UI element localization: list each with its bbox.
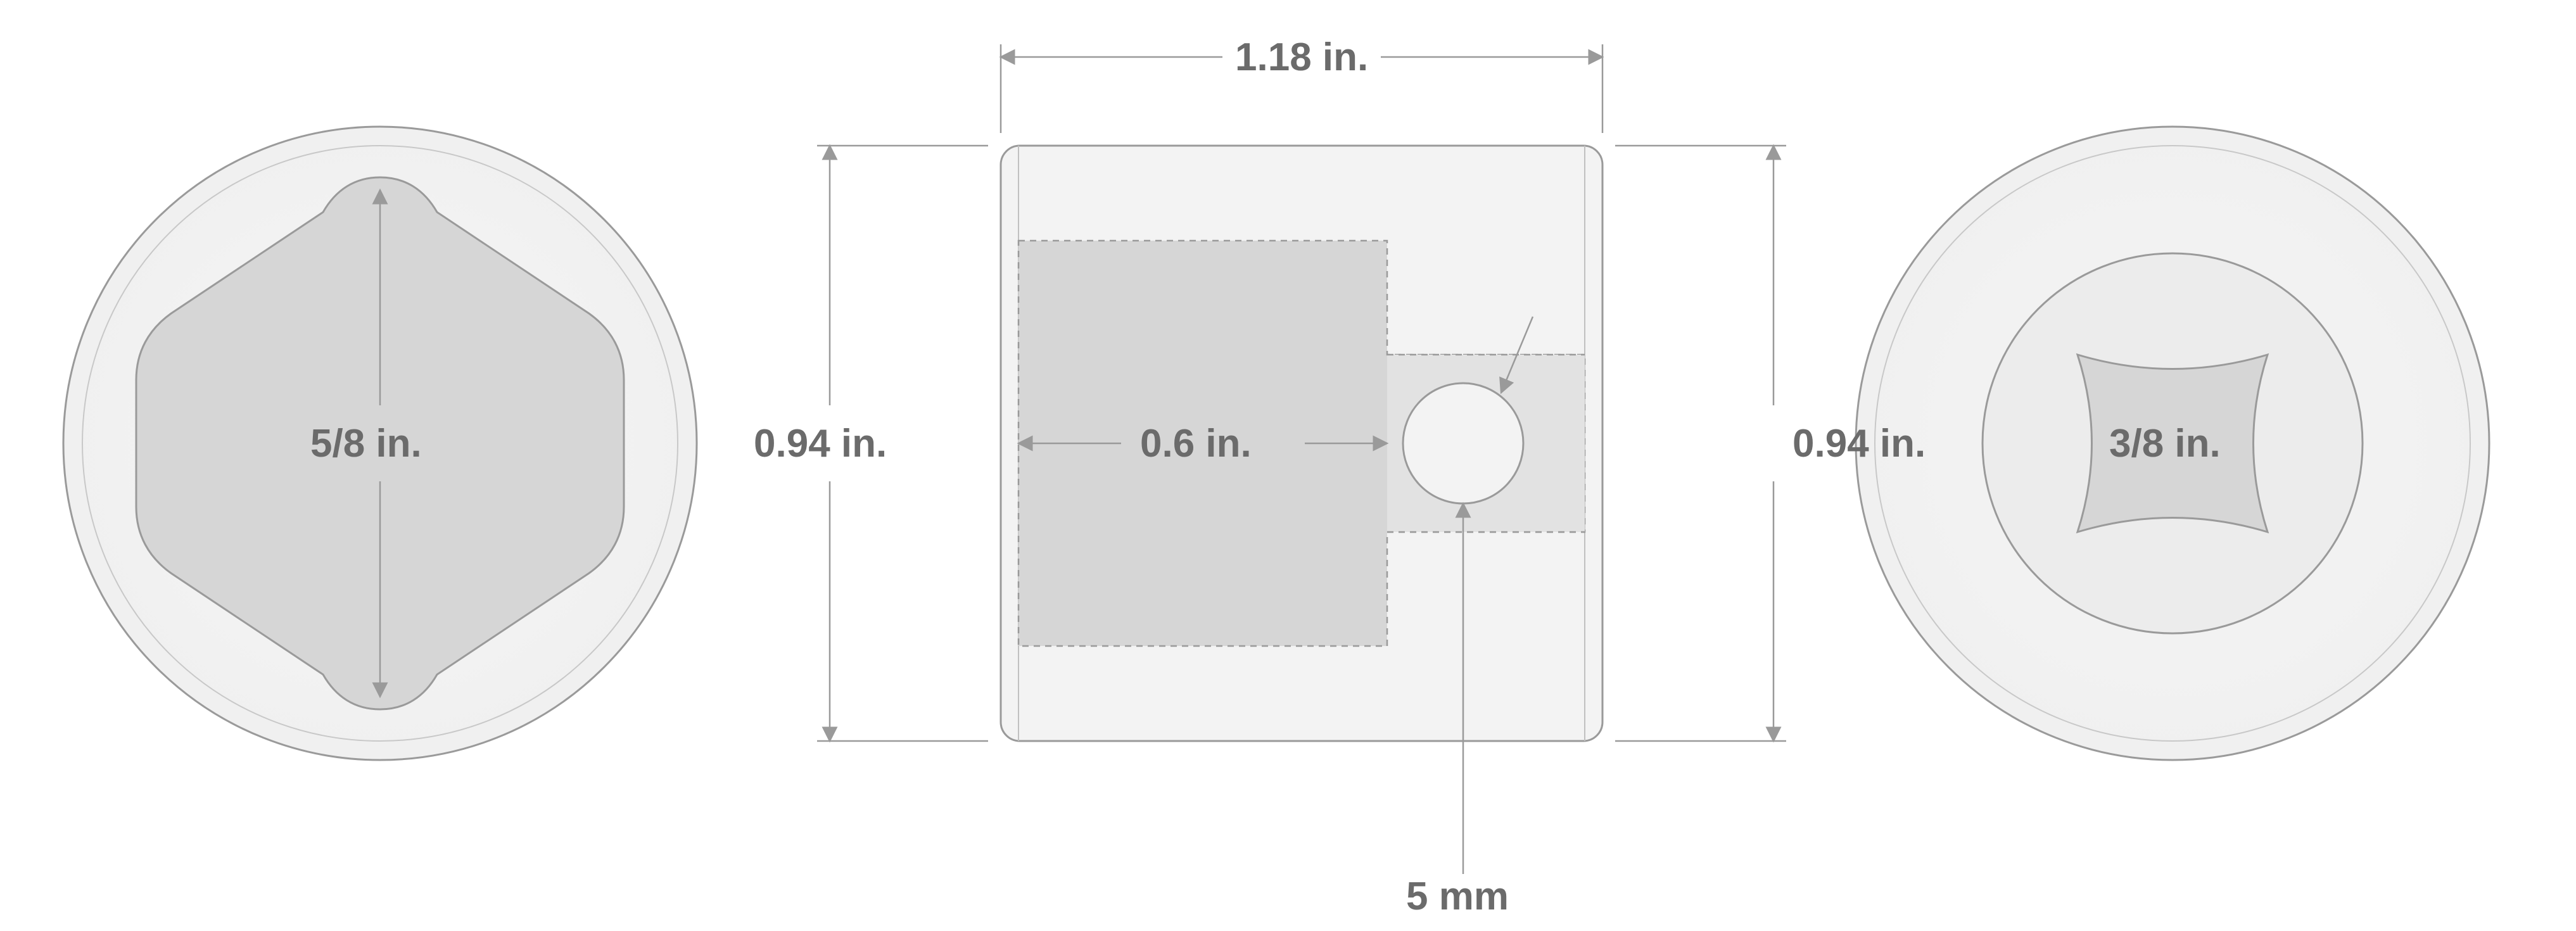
label-hex-size: 5/8 in. [310,421,422,466]
label-right-height: 0.94 in. [1792,421,1926,466]
label-drive-size: 3/8 in. [2109,421,2221,466]
label-pin-hole: 5 mm [1406,874,1509,919]
diagram-canvas: 5/8 in. 1.18 in. 0.94 in. 0.94 in. 0.6 i… [0,0,2576,931]
center-view [1001,146,1602,874]
dim-right-height [1615,146,1786,741]
label-left-height: 0.94 in. [754,421,887,466]
label-top-width: 1.18 in. [1235,35,1368,80]
label-bore-depth: 0.6 in. [1140,421,1252,466]
